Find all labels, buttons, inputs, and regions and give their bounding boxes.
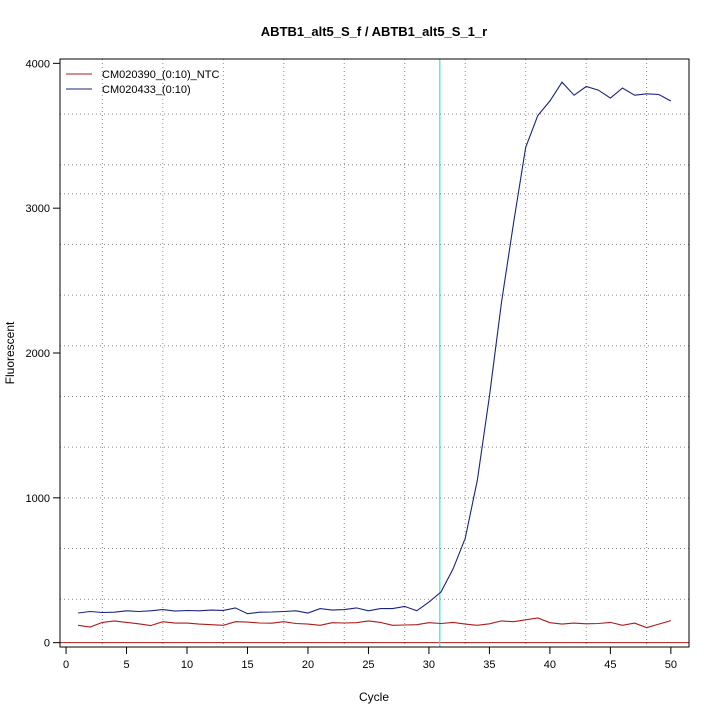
- x-axis: 0 5 10 15 20 25 30 35 40 45 50: [63, 646, 677, 671]
- x-tick-label: 35: [483, 659, 495, 671]
- x-tick-label: 45: [604, 659, 616, 671]
- y-tick-label: 0: [44, 638, 50, 650]
- series-layer: [78, 81, 672, 629]
- y-tick-label: 2000: [26, 348, 50, 360]
- y-tick-label: 1000: [26, 493, 50, 505]
- y-axis-label: Fluorescent: [3, 321, 17, 384]
- y-tick-label: 3000: [26, 203, 50, 215]
- x-tick-label: 0: [63, 659, 69, 671]
- x-tick-label: 20: [302, 659, 314, 671]
- legend: CM020390_(0:10)_NTC CM020433_(0:10): [66, 69, 219, 96]
- x-tick-label: 30: [423, 659, 435, 671]
- plot-frame: [59, 58, 690, 648]
- y-tick-label: 4000: [26, 58, 50, 70]
- x-tick-label: 25: [362, 659, 374, 671]
- x-axis-label: Cycle: [359, 690, 389, 704]
- chart-title: ABTB1_alt5_S_f / ABTB1_alt5_S_1_r: [261, 24, 487, 39]
- legend-label-1: CM020390_(0:10)_NTC: [102, 69, 219, 81]
- series-line-1: [78, 617, 672, 629]
- x-tick-label: 5: [123, 659, 129, 671]
- x-tick-label: 50: [665, 659, 677, 671]
- grid-lines: [60, 59, 689, 647]
- x-tick-label: 10: [181, 659, 193, 671]
- x-tick-label: 15: [241, 659, 253, 671]
- series-line-2: [78, 81, 672, 615]
- x-tick-label: 40: [544, 659, 556, 671]
- legend-label-2: CM020433_(0:10): [102, 84, 191, 96]
- y-axis: 0 1000 2000 3000 4000: [26, 58, 60, 650]
